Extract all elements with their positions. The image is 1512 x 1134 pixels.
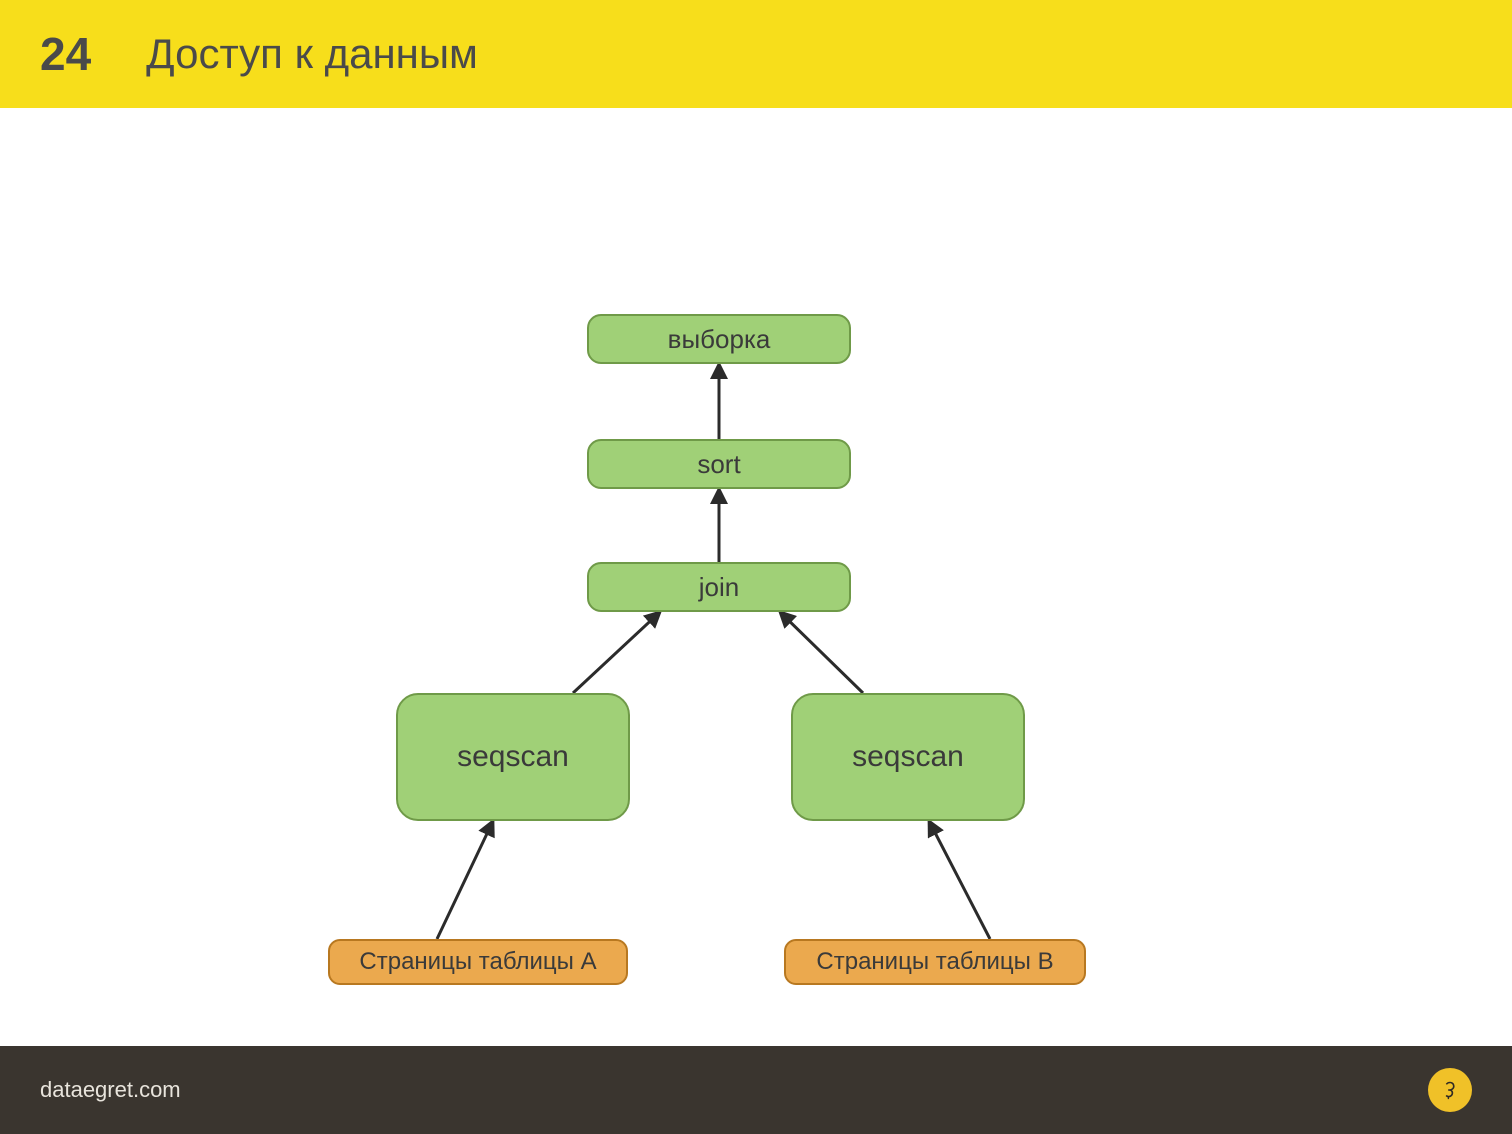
diagram-area: выборка sort join seqscan seqscan Страницы та… <box>0 108 1512 1046</box>
node-join: join <box>587 562 851 612</box>
node-label: Страницы таблицы B <box>816 948 1053 976</box>
node-pagesB: Страницы таблицы B <box>784 939 1086 985</box>
footer-logo-icon <box>1428 1068 1472 1112</box>
node-sort: sort <box>587 439 851 489</box>
slide-header: 24 Доступ к данным <box>0 0 1512 108</box>
edge <box>437 821 493 939</box>
slide-title: Доступ к данным <box>146 30 478 78</box>
node-label: seqscan <box>852 740 964 774</box>
node-select: выборка <box>587 314 851 364</box>
footer-text: dataegret.com <box>40 1077 181 1103</box>
edge <box>780 612 863 693</box>
node-label: join <box>699 572 739 603</box>
node-scanB: seqscan <box>791 693 1025 821</box>
edge <box>573 612 660 693</box>
node-label: выборка <box>668 324 771 355</box>
node-label: sort <box>697 449 740 480</box>
node-pagesA: Страницы таблицы A <box>328 939 628 985</box>
node-label: Страницы таблицы A <box>359 948 596 976</box>
slide-footer: dataegret.com <box>0 1046 1512 1134</box>
node-scanA: seqscan <box>396 693 630 821</box>
edge <box>929 821 990 939</box>
slide-number: 24 <box>40 27 91 81</box>
node-label: seqscan <box>457 740 569 774</box>
